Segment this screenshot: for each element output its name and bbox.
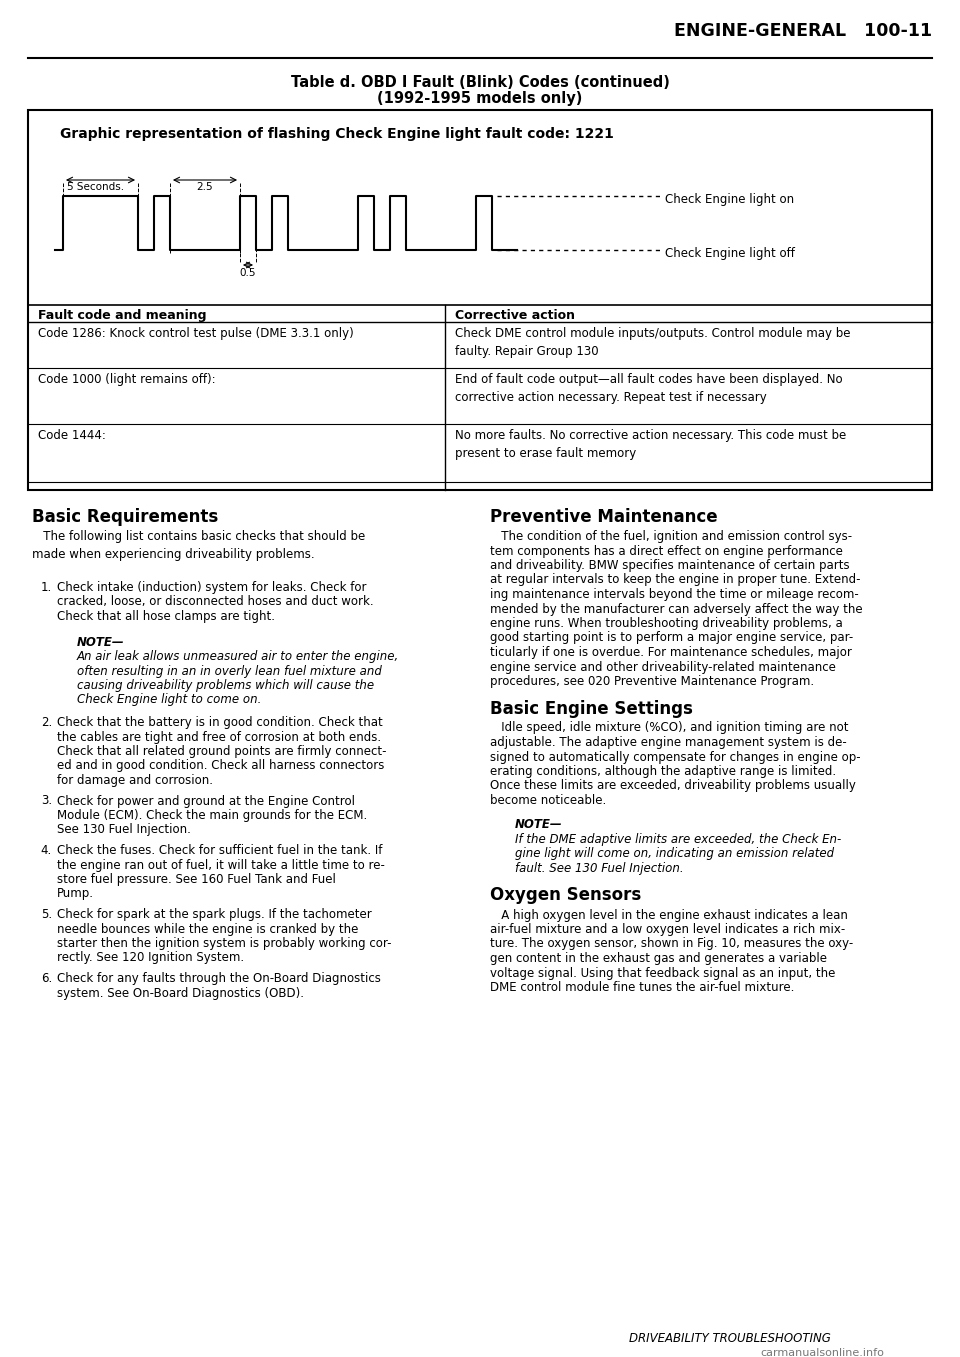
Text: Check that all related ground points are firmly connect-: Check that all related ground points are… — [57, 745, 387, 759]
Text: erating conditions, although the adaptive range is limited.: erating conditions, although the adaptiv… — [490, 765, 836, 778]
Text: DRIVEABILITY TROUBLESHOOTING: DRIVEABILITY TROUBLESHOOTING — [629, 1333, 831, 1345]
Text: 6.: 6. — [40, 972, 52, 985]
Text: Code 1444:: Code 1444: — [38, 429, 106, 442]
Text: causing driveability problems which will cause the: causing driveability problems which will… — [77, 678, 374, 692]
Text: 5.: 5. — [41, 908, 52, 921]
Text: for damage and corrosion.: for damage and corrosion. — [57, 773, 213, 787]
Text: An air leak allows unmeasured air to enter the engine,: An air leak allows unmeasured air to ent… — [77, 650, 399, 664]
Text: 4.: 4. — [40, 844, 52, 858]
Text: Code 1000 (light remains off):: Code 1000 (light remains off): — [38, 373, 216, 385]
Text: NOTE—: NOTE— — [515, 818, 563, 832]
Text: Fault code and meaning: Fault code and meaning — [38, 309, 206, 322]
Text: 5 Seconds.: 5 Seconds. — [67, 182, 124, 191]
Text: tem components has a direct effect on engine performance: tem components has a direct effect on en… — [490, 544, 843, 558]
Text: Idle speed, idle mixture (%CO), and ignition timing are not: Idle speed, idle mixture (%CO), and igni… — [490, 722, 849, 734]
Text: 1.: 1. — [40, 581, 52, 594]
Text: gen content in the exhaust gas and generates a variable: gen content in the exhaust gas and gener… — [490, 953, 827, 965]
Text: store fuel pressure. See 160 Fuel Tank and Fuel: store fuel pressure. See 160 Fuel Tank a… — [57, 873, 336, 886]
Text: Check for any faults through the On-Board Diagnostics: Check for any faults through the On-Boar… — [57, 972, 381, 985]
Text: cracked, loose, or disconnected hoses and duct work.: cracked, loose, or disconnected hoses an… — [57, 596, 373, 608]
Text: 0.5: 0.5 — [240, 267, 256, 278]
Text: good starting point is to perform a major engine service, par-: good starting point is to perform a majo… — [490, 631, 853, 645]
Text: engine service and other driveability-related maintenance: engine service and other driveability-re… — [490, 661, 836, 673]
Text: Check the fuses. Check for sufficient fuel in the tank. If: Check the fuses. Check for sufficient fu… — [57, 844, 382, 858]
Text: Check that all hose clamps are tight.: Check that all hose clamps are tight. — [57, 611, 275, 623]
Text: Check for spark at the spark plugs. If the tachometer: Check for spark at the spark plugs. If t… — [57, 908, 372, 921]
Text: voltage signal. Using that feedback signal as an input, the: voltage signal. Using that feedback sign… — [490, 966, 835, 980]
Text: DME control module fine tunes the air-fuel mixture.: DME control module fine tunes the air-fu… — [490, 981, 794, 993]
Text: Graphic representation of flashing Check Engine light fault code: 1221: Graphic representation of flashing Check… — [60, 128, 613, 141]
Text: ed and in good condition. Check all harness connectors: ed and in good condition. Check all harn… — [57, 760, 384, 772]
Text: at regular intervals to keep the engine in proper tune. Extend-: at regular intervals to keep the engine … — [490, 574, 860, 586]
Text: Check for power and ground at the Engine Control: Check for power and ground at the Engine… — [57, 794, 355, 807]
Text: The following list contains basic checks that should be
made when experiencing d: The following list contains basic checks… — [32, 531, 365, 560]
Text: procedures, see 020 Preventive Maintenance Program.: procedures, see 020 Preventive Maintenan… — [490, 674, 814, 688]
Text: Basic Engine Settings: Basic Engine Settings — [490, 699, 693, 718]
Text: Check Engine light on: Check Engine light on — [665, 193, 794, 205]
Text: Oxygen Sensors: Oxygen Sensors — [490, 886, 641, 905]
Text: ENGINE-GENERAL   100-11: ENGINE-GENERAL 100-11 — [674, 22, 932, 39]
Text: Pump.: Pump. — [57, 887, 94, 901]
Text: No more faults. No corrective action necessary. This code must be
present to era: No more faults. No corrective action nec… — [455, 429, 847, 460]
Text: See 130 Fuel Injection.: See 130 Fuel Injection. — [57, 824, 191, 836]
Text: and driveability. BMW specifies maintenance of certain parts: and driveability. BMW specifies maintena… — [490, 559, 850, 573]
Text: signed to automatically compensate for changes in engine op-: signed to automatically compensate for c… — [490, 750, 860, 764]
Text: 2.5: 2.5 — [197, 182, 213, 191]
Text: the engine ran out of fuel, it will take a little time to re-: the engine ran out of fuel, it will take… — [57, 859, 385, 871]
Text: If the DME adaptive limits are exceeded, the Check En-: If the DME adaptive limits are exceeded,… — [515, 833, 841, 845]
Text: Check intake (induction) system for leaks. Check for: Check intake (induction) system for leak… — [57, 581, 367, 594]
Text: Once these limits are exceeded, driveability problems usually: Once these limits are exceeded, driveabi… — [490, 779, 856, 792]
Text: needle bounces while the engine is cranked by the: needle bounces while the engine is crank… — [57, 923, 358, 935]
Text: system. See On-Board Diagnostics (OBD).: system. See On-Board Diagnostics (OBD). — [57, 987, 304, 1000]
Text: starter then the ignition system is probably working cor-: starter then the ignition system is prob… — [57, 936, 392, 950]
Text: 3.: 3. — [41, 794, 52, 807]
Text: ing maintenance intervals beyond the time or mileage recom-: ing maintenance intervals beyond the tim… — [490, 588, 859, 601]
Text: Table d. OBD I Fault (Blink) Codes (continued): Table d. OBD I Fault (Blink) Codes (cont… — [291, 75, 669, 90]
Text: often resulting in an in overly lean fuel mixture and: often resulting in an in overly lean fue… — [77, 665, 382, 677]
Text: fault. See 130 Fuel Injection.: fault. See 130 Fuel Injection. — [515, 862, 684, 875]
Text: mended by the manufacturer can adversely affect the way the: mended by the manufacturer can adversely… — [490, 603, 863, 616]
Text: rectly. See 120 Ignition System.: rectly. See 120 Ignition System. — [57, 951, 244, 965]
Text: NOTE—: NOTE— — [77, 635, 125, 649]
Text: Check Engine light off: Check Engine light off — [665, 247, 795, 259]
Text: Code 1286: Knock control test pulse (DME 3.3.1 only): Code 1286: Knock control test pulse (DME… — [38, 327, 353, 341]
Text: ture. The oxygen sensor, shown in Fig. 10, measures the oxy-: ture. The oxygen sensor, shown in Fig. 1… — [490, 938, 853, 950]
Text: Corrective action: Corrective action — [455, 309, 575, 322]
Text: Check DME control module inputs/outputs. Control module may be
faulty. Repair Gr: Check DME control module inputs/outputs.… — [455, 327, 851, 358]
Text: Check Engine light to come on.: Check Engine light to come on. — [77, 693, 261, 707]
Text: engine runs. When troubleshooting driveability problems, a: engine runs. When troubleshooting drivea… — [490, 617, 843, 630]
Bar — [28, 110, 932, 490]
Text: Basic Requirements: Basic Requirements — [32, 508, 218, 527]
Text: End of fault code output—all fault codes have been displayed. No
corrective acti: End of fault code output—all fault codes… — [455, 373, 843, 404]
Text: air-fuel mixture and a low oxygen level indicates a rich mix-: air-fuel mixture and a low oxygen level … — [490, 923, 845, 936]
Text: gine light will come on, indicating an emission related: gine light will come on, indicating an e… — [515, 848, 834, 860]
Text: A high oxygen level in the engine exhaust indicates a lean: A high oxygen level in the engine exhaus… — [490, 908, 848, 921]
Text: ticularly if one is overdue. For maintenance schedules, major: ticularly if one is overdue. For mainten… — [490, 646, 852, 660]
Text: Module (ECM). Check the main grounds for the ECM.: Module (ECM). Check the main grounds for… — [57, 809, 368, 822]
Text: The condition of the fuel, ignition and emission control sys-: The condition of the fuel, ignition and … — [490, 531, 852, 543]
Text: become noticeable.: become noticeable. — [490, 794, 607, 807]
Text: 2.: 2. — [40, 716, 52, 729]
Text: Check that the battery is in good condition. Check that: Check that the battery is in good condit… — [57, 716, 383, 729]
Text: Preventive Maintenance: Preventive Maintenance — [490, 508, 718, 527]
Text: adjustable. The adaptive engine management system is de-: adjustable. The adaptive engine manageme… — [490, 735, 847, 749]
Text: (1992-1995 models only): (1992-1995 models only) — [377, 91, 583, 106]
Text: carmanualsonline.info: carmanualsonline.info — [760, 1348, 884, 1357]
Text: the cables are tight and free of corrosion at both ends.: the cables are tight and free of corrosi… — [57, 730, 381, 744]
